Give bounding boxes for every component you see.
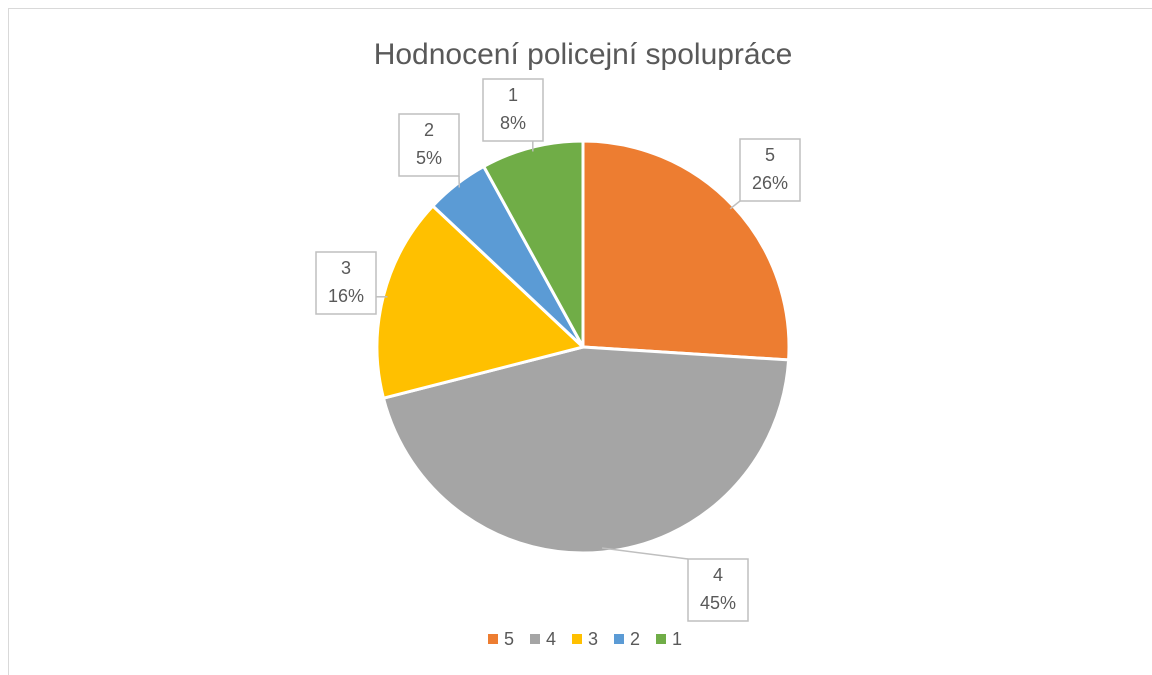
chart-title: Hodnocení policejní spolupráce (374, 38, 793, 71)
pie-slice (481, 139, 585, 348)
data-label-category: 3 (341, 258, 351, 278)
legend-swatch (614, 634, 624, 644)
callout-box (482, 78, 544, 142)
legend-swatch (656, 634, 666, 644)
legend-label: 5 (504, 629, 514, 649)
legend-swatch (572, 634, 582, 644)
data-label-value: 5% (416, 148, 442, 168)
legend-label: 4 (546, 629, 556, 649)
data-label-value: 8% (500, 113, 526, 133)
data-label-category: 2 (424, 120, 434, 140)
chart-frame (8, 8, 1152, 675)
legend-swatch (488, 634, 498, 644)
callout-box (687, 558, 749, 622)
data-label-value: 26% (752, 173, 788, 193)
callout-box (315, 251, 377, 315)
data-label-value: 45% (700, 593, 736, 613)
pie-slice (375, 203, 587, 401)
callout-box (398, 113, 460, 177)
data-label-category: 1 (508, 85, 518, 105)
legend-label: 2 (630, 629, 640, 649)
pie-slice (381, 345, 791, 555)
callout-box (739, 138, 801, 202)
legend-swatch (530, 634, 540, 644)
data-label-category: 4 (713, 565, 723, 585)
legend-label: 1 (672, 629, 682, 649)
data-label-value: 16% (328, 286, 364, 306)
callout-leader (729, 200, 741, 210)
callout-leader (601, 547, 689, 560)
data-label-category: 5 (765, 145, 775, 165)
legend-label: 3 (588, 629, 598, 649)
